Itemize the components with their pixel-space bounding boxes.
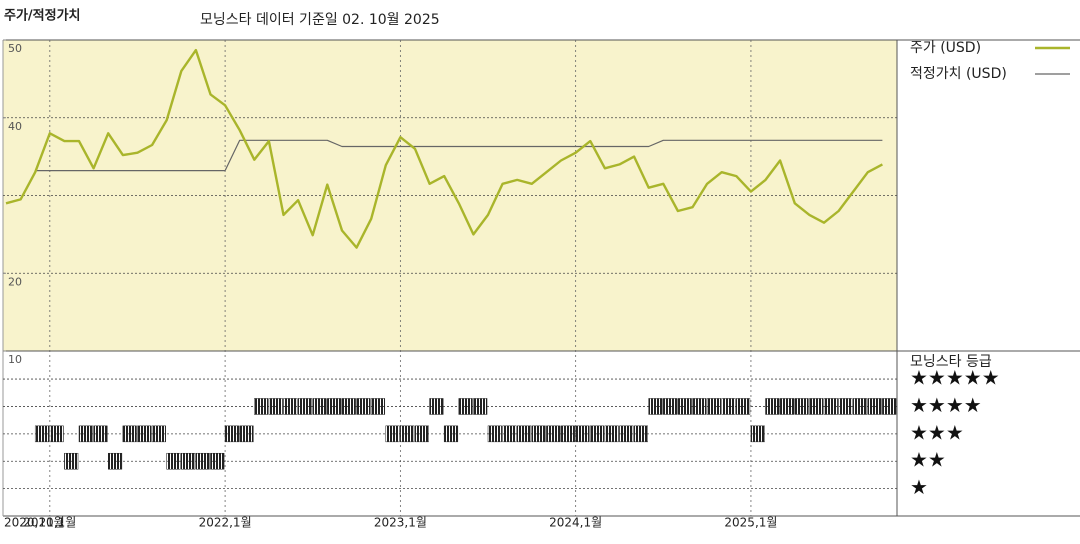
rating-bar: [224, 425, 239, 443]
rating-bar: [49, 425, 64, 443]
rating-bar: [34, 425, 50, 443]
rating-bar: [385, 425, 400, 443]
rating-bar: [677, 398, 692, 415]
rating-bar: [779, 398, 795, 415]
rating-bar: [137, 425, 152, 443]
rating-bar: [356, 398, 371, 415]
rating-bar: [195, 452, 210, 470]
x-tick-label: 2020,10월: [4, 516, 65, 530]
rating-bar: [663, 398, 678, 415]
rating-bar: [487, 425, 502, 443]
rating-label: ★★★★: [910, 393, 982, 417]
rating-bar: [312, 398, 327, 415]
rating-bar: [852, 398, 868, 415]
x-tick-label: 2024,1월: [549, 516, 602, 530]
rating-bar: [122, 425, 137, 443]
rating-bar: [400, 425, 415, 443]
rating-bar: [151, 425, 166, 443]
rating-title: 모닝스타 등급: [910, 354, 992, 370]
rating-bar: [473, 398, 488, 415]
rating-bar: [268, 398, 283, 415]
rating-bar: [531, 425, 546, 443]
rating-bar: [429, 398, 444, 415]
x-tick-label: 2023,1월: [374, 516, 427, 530]
y-tick-label: 10: [8, 353, 22, 366]
series-line: [5, 48, 883, 249]
rating-bar: [210, 452, 225, 470]
rating-bar: [706, 398, 721, 415]
rating-bar: [794, 398, 809, 415]
rating-bar: [838, 398, 853, 415]
rating-bar: [765, 398, 780, 415]
legend-label: 적정가치 (USD): [910, 66, 1007, 82]
rating-bar: [414, 425, 429, 443]
rating-bar: [575, 425, 590, 443]
chart-title: 주가/적정가치: [4, 8, 81, 24]
rating-bar: [502, 425, 517, 443]
rating-bar: [633, 425, 648, 443]
rating-bar: [809, 398, 824, 415]
series-line: [35, 139, 883, 172]
rating-bar: [604, 425, 619, 443]
rating-bar: [823, 398, 838, 415]
legend-label: 주가 (USD): [910, 40, 981, 56]
y-tick-label: 40: [8, 120, 22, 133]
rating-bar: [341, 398, 356, 415]
rating-bar: [107, 452, 123, 470]
x-tick-label: 2021,1월: [23, 516, 76, 530]
rating-bar: [239, 425, 254, 443]
rating-label: ★★★: [910, 420, 964, 444]
rating-bar: [619, 425, 634, 443]
rating-bar: [882, 398, 897, 415]
x-tick-label: 2025,1월: [724, 516, 777, 530]
rating-bar: [692, 398, 707, 415]
rating-bar: [750, 425, 765, 443]
rating-bar: [458, 398, 473, 415]
rating-bar: [78, 425, 93, 443]
y-tick-label: 50: [8, 42, 22, 55]
rating-label: ★: [910, 475, 928, 499]
plot-background: [3, 40, 897, 351]
rating-bar: [166, 452, 181, 470]
rating-bar: [327, 398, 342, 415]
rating-bar: [181, 452, 196, 470]
rating-bar: [254, 398, 269, 415]
rating-bar: [283, 398, 298, 415]
chart-subtitle: 모닝스타 데이터 기준일 02. 10월 2025: [200, 12, 440, 28]
rating-bar: [590, 425, 605, 443]
rating-label: ★★★★★: [910, 366, 1000, 390]
rating-bar: [648, 398, 663, 415]
rating-bar: [297, 398, 312, 415]
rating-bar: [546, 425, 561, 443]
x-tick-label: 2022,1월: [199, 516, 252, 530]
rating-bar: [560, 425, 575, 443]
rating-bar: [64, 452, 79, 470]
rating-bar: [736, 398, 751, 415]
rating-bar: [867, 398, 882, 415]
y-tick-label: 20: [8, 275, 22, 288]
rating-bar: [516, 425, 532, 443]
rating-bar: [93, 425, 108, 443]
rating-bar: [370, 398, 386, 415]
rating-bar: [721, 398, 736, 415]
rating-bar: [443, 425, 459, 443]
rating-label: ★★: [910, 448, 946, 472]
